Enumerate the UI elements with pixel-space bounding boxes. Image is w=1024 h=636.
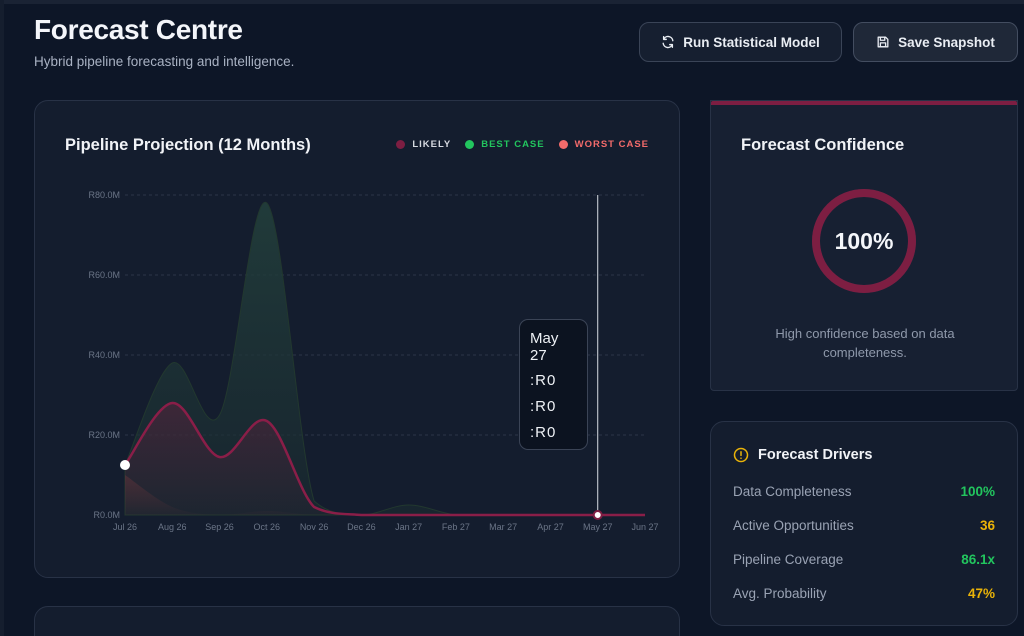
tooltip-value-worst-case: :R0	[530, 424, 557, 441]
driver-row-data-completeness: Data Completeness 100%	[733, 484, 995, 499]
driver-row-avg-probability: Avg. Probability 47%	[733, 586, 995, 601]
window-top-border	[0, 0, 1024, 4]
y-tick-label: R80.0M	[88, 190, 120, 200]
driver-label: Avg. Probability	[733, 586, 827, 601]
save-snapshot-button[interactable]: Save Snapshot	[853, 22, 1018, 62]
x-tick-label: Mar 27	[489, 522, 517, 532]
legend-dot-worst-case	[558, 140, 568, 149]
confidence-description: High confidence based on data completene…	[775, 326, 955, 360]
forecast-confidence-card: Forecast Confidence 100% High confidence…	[710, 100, 1018, 391]
series-area-likely	[125, 402, 645, 515]
y-tick-label: R40.0M	[88, 350, 120, 360]
x-tick-label: Apr 27	[537, 522, 564, 532]
x-tick-label: Jan 27	[395, 522, 422, 532]
driver-label: Pipeline Coverage	[733, 552, 844, 567]
x-tick-label: Sep 26	[205, 522, 234, 532]
x-tick-label: Oct 26	[254, 522, 281, 532]
refresh-icon	[662, 35, 674, 49]
y-tick-label: R60.0M	[88, 270, 120, 280]
driver-label: Active Opportunities	[733, 518, 854, 533]
pipeline-projection-card: Pipeline Projection (12 Months) LIKELY B…	[34, 100, 680, 578]
driver-value: 86.1x	[961, 552, 995, 567]
save-snapshot-label: Save Snapshot	[898, 34, 995, 50]
legend-dot-best-case	[465, 140, 475, 149]
chart-tooltip: May 27 :R0 :R0 :R0	[519, 319, 588, 450]
driver-value: 100%	[960, 484, 995, 499]
hover-point	[592, 510, 603, 520]
pipeline-chart[interactable]: R0.0M R20.0M R40.0M R60.0M R80.0M Jul 26 Aug 2…	[35, 101, 681, 579]
tooltip-value-likely: :R0	[530, 372, 557, 389]
alert-circle-icon	[733, 447, 749, 463]
tooltip-title: May 27	[530, 330, 559, 364]
drivers-title: Forecast Drivers	[758, 447, 873, 463]
x-tick-label: Jul 26	[113, 522, 137, 532]
x-tick-label: Feb 27	[442, 522, 470, 532]
legend-item-worst-case[interactable]: WORST CASE	[558, 139, 649, 150]
tooltip-value-best-case: :R0	[530, 398, 557, 415]
series-start-marker	[120, 460, 130, 470]
x-tick-label: Dec 26	[347, 522, 376, 532]
series-line-likely	[123, 401, 645, 517]
x-tick-label: Aug 26	[158, 522, 187, 532]
legend-item-likely[interactable]: LIKELY	[396, 139, 451, 150]
save-icon	[877, 36, 889, 48]
y-tick-label: R20.0M	[88, 430, 120, 440]
legend-item-best-case[interactable]: BEST CASE	[465, 139, 544, 150]
confidence-accent-bar	[711, 101, 1017, 105]
legend-label-likely: LIKELY	[412, 139, 452, 150]
page-title: Forecast Centre	[34, 14, 243, 45]
drivers-header: Forecast Drivers	[733, 447, 872, 463]
driver-value: 36	[979, 518, 995, 533]
driver-label: Data Completeness	[733, 484, 852, 499]
confidence-value: 100%	[834, 227, 894, 254]
window-left-edge	[0, 0, 4, 636]
driver-row-pipeline-coverage: Pipeline Coverage 86.1x	[733, 552, 995, 567]
confidence-ring	[812, 189, 916, 293]
legend-label-best-case: BEST CASE	[481, 139, 545, 150]
driver-value: 47%	[967, 586, 995, 601]
chart-title: Pipeline Projection (12 Months)	[65, 136, 311, 154]
confidence-ring-arc	[812, 189, 916, 293]
confidence-title: Forecast Confidence	[741, 136, 905, 154]
forecast-drivers-card: Forecast Drivers Data Completeness 100% …	[710, 421, 1018, 626]
y-tick-label: R0.0M	[93, 510, 120, 520]
legend-dot-likely	[396, 140, 406, 149]
page-subtitle: Hybrid pipeline forecasting and intellig…	[34, 54, 295, 69]
chart-legend: LIKELY BEST CASE WORST CASE	[396, 139, 649, 150]
driver-row-active-opportunities: Active Opportunities 36	[733, 518, 995, 533]
legend-label-worst-case: WORST CASE	[574, 139, 649, 150]
x-tick-label: Nov 26	[300, 522, 329, 532]
x-tick-label: May 27	[583, 522, 613, 532]
secondary-card	[34, 606, 680, 636]
run-statistical-model-label: Run Statistical Model	[683, 34, 820, 50]
x-tick-label: Jun 27	[631, 522, 658, 532]
run-statistical-model-button[interactable]: Run Statistical Model	[639, 22, 842, 62]
